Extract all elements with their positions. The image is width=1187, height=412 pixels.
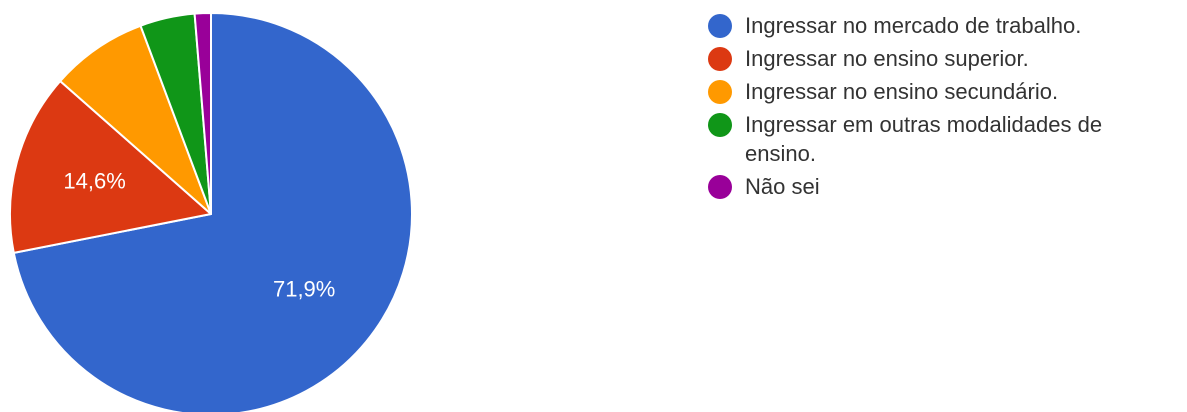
legend-swatch <box>708 47 732 71</box>
pie-slice-nao-sei[interactable] <box>193 12 212 215</box>
pie-slice-mercado-de-trabalho[interactable] <box>12 12 413 412</box>
pie-chart: 71,9% 14,6% <box>9 12 413 412</box>
pie-slice-ensino-superior[interactable] <box>9 80 212 254</box>
legend: Ingressar no mercado de trabalho. Ingres… <box>708 11 1178 205</box>
legend-label: Ingressar em outras modalidades de ensin… <box>745 112 1103 166</box>
legend-label: Ingressar no mercado de trabalho. <box>745 13 1082 38</box>
legend-item-nao-sei[interactable]: Não sei <box>708 172 1178 201</box>
legend-item-ensino-secundario[interactable]: Ingressar no ensino secundário. <box>708 77 1178 106</box>
legend-swatch <box>708 14 732 38</box>
legend-swatch <box>708 175 732 199</box>
legend-item-ensino-superior[interactable]: Ingressar no ensino superior. <box>708 44 1178 73</box>
legend-swatch <box>708 113 732 137</box>
slice-label-mercado-de-trabalho: 71,9% <box>273 276 335 301</box>
legend-item-mercado-de-trabalho[interactable]: Ingressar no mercado de trabalho. <box>708 11 1178 40</box>
legend-swatch <box>708 80 732 104</box>
legend-label: Ingressar no ensino secundário. <box>745 79 1059 104</box>
legend-label: Não sei <box>745 174 820 199</box>
legend-item-outras-modalidades[interactable]: Ingressar em outras modalidades de ensin… <box>708 110 1178 168</box>
pie-slice-ensino-secundario[interactable] <box>59 24 212 215</box>
legend-label: Ingressar no ensino superior. <box>745 46 1029 71</box>
slice-label-ensino-superior: 14,6% <box>63 168 125 193</box>
